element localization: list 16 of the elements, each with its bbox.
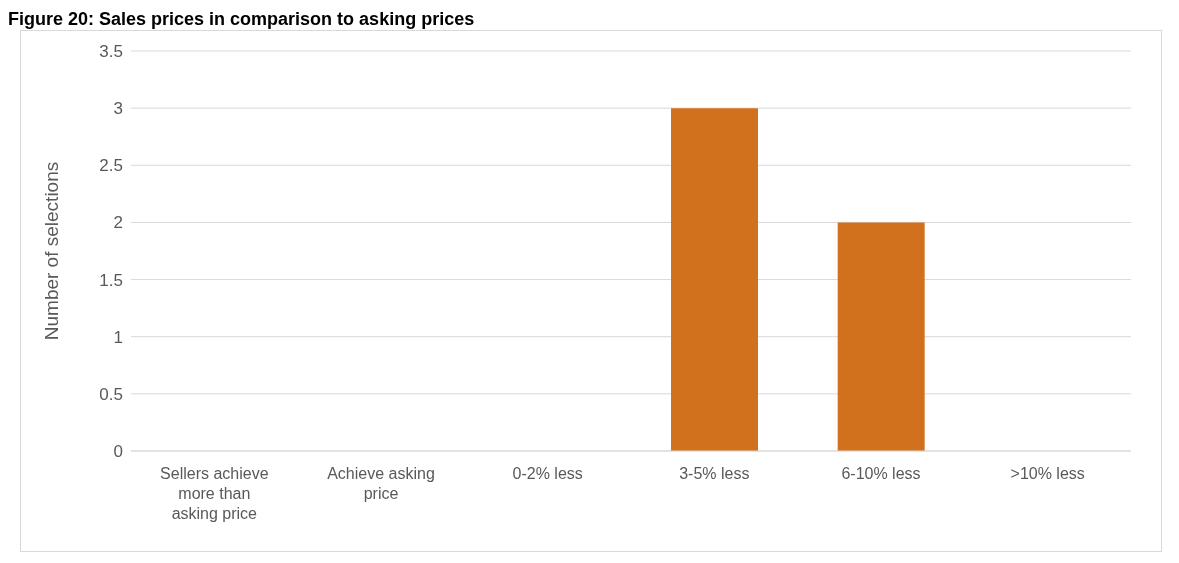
y-tick-label: 0 — [113, 442, 123, 462]
chart-title: Figure 20: Sales prices in comparison to asking prices — [8, 8, 476, 30]
x-tick-label: Sellers achieve more than asking price — [160, 465, 269, 522]
y-tick-label: 2.5 — [99, 156, 123, 176]
y-tick-label: 2 — [113, 213, 123, 233]
x-tick-label: >10% less — [1010, 465, 1085, 482]
y-tick-label: 3.5 — [99, 42, 123, 62]
y-axis-title: Number of selections — [40, 161, 62, 341]
y-tick-label: 1.5 — [99, 270, 123, 290]
x-tick-label: 6-10% less — [841, 465, 921, 482]
y-tick-label: 1 — [113, 327, 123, 347]
y-tick-label: 3 — [113, 99, 123, 119]
x-tick-label: 0-2% less — [512, 465, 583, 482]
y-tick-label: 0.5 — [99, 384, 123, 404]
x-tick-label: Achieve asking price — [327, 465, 435, 502]
x-tick-label: 3-5% less — [679, 465, 750, 482]
